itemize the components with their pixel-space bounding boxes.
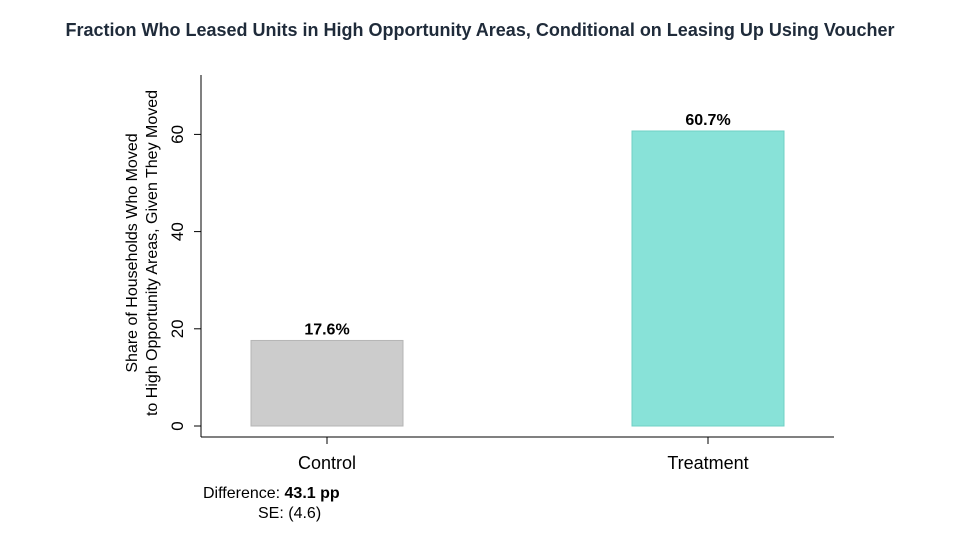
se-label: SE: — [258, 505, 284, 522]
y-tick-label: 60 — [168, 125, 187, 144]
se-value: (4.6) — [288, 505, 322, 522]
difference-value: 43.1 pp — [284, 485, 340, 502]
x-tick-label: Control — [298, 453, 356, 473]
x-tick-label: Treatment — [667, 453, 748, 473]
bar-value-label: 17.6% — [304, 321, 349, 338]
y-tick-label: 20 — [168, 319, 187, 338]
y-axis-title-line1: Share of Households Who Moved — [124, 133, 141, 372]
chart-title: Fraction Who Leased Units in High Opport… — [65, 20, 895, 40]
y-tick-label: 40 — [168, 222, 187, 241]
bar-value-label: 60.7% — [685, 112, 730, 129]
difference-label: Difference: — [203, 485, 281, 502]
difference-annotation: Difference: 43.1 pp — [203, 485, 340, 503]
y-axis-title-line2: to High Opportunity Areas, Given They Mo… — [144, 90, 161, 416]
bar-treatment — [631, 130, 785, 427]
bar-control — [250, 339, 404, 427]
se-annotation: SE: (4.6) — [258, 505, 321, 523]
y-tick-label: 0 — [168, 421, 187, 430]
